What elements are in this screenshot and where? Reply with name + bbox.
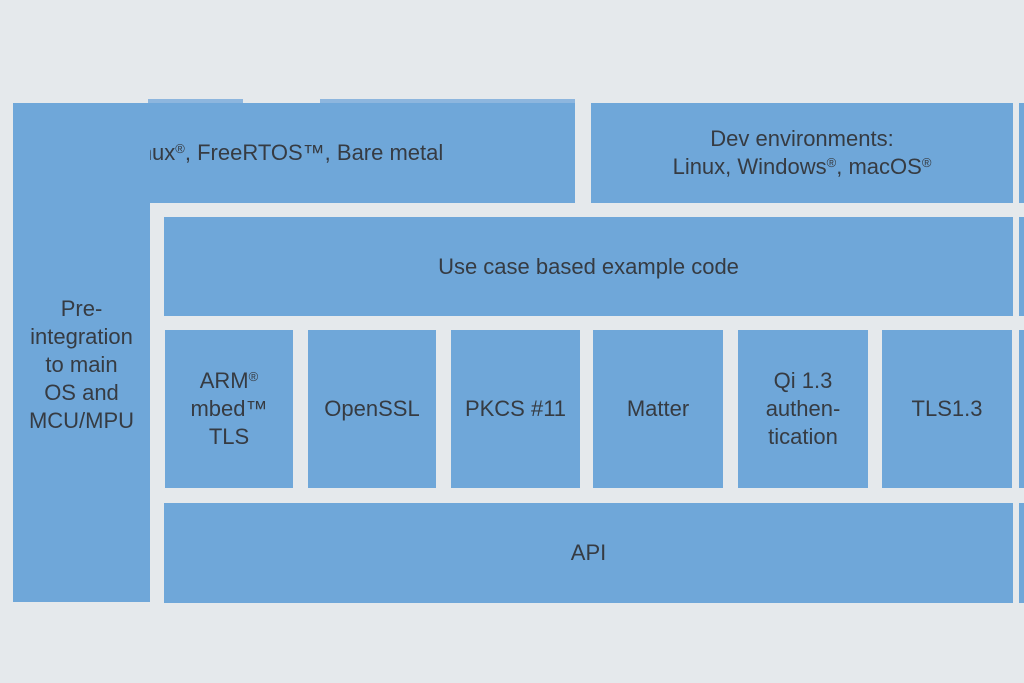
cropped-box-remnant-right-row2 [1019, 217, 1024, 316]
middleware-box-matter: Matter [593, 330, 723, 488]
middleware-box-pkcs11: PKCS #11 [451, 330, 580, 488]
middleware-label-qi-authentication: Qi 1.3 authen- tication [765, 368, 841, 449]
middleware-label-pkcs11: PKCS #11 [464, 396, 567, 421]
use-case-example-label: Use case based example code [438, 253, 739, 279]
middleware-box-arm-mbed-tls: ARM® mbed™ TLS [165, 330, 293, 488]
middleware-label-openssl: OpenSSL [324, 396, 420, 421]
dev-environments-label: Dev environments: Linux, Windows®, macOS… [672, 126, 932, 179]
pre-integration-box: Pre- integration to main OS and MCU/MPU [13, 103, 150, 602]
cropped-box-remnant-top-left [148, 99, 243, 103]
os-support-label: Linux®, FreeRTOS™, Bare metal [123, 140, 444, 165]
cropped-box-remnant-top-right [320, 99, 575, 103]
middleware-box-tls13: TLS1.3 [882, 330, 1012, 488]
pre-integration-label: Pre- integration to main OS and MCU/MPU [28, 295, 135, 433]
middleware-box-qi-authentication: Qi 1.3 authen- tication [738, 330, 868, 488]
middleware-label-arm-mbed-tls: ARM® mbed™ TLS [190, 368, 268, 449]
cropped-box-remnant-right-row3 [1019, 330, 1024, 488]
api-box: API [164, 503, 1013, 603]
middleware-box-openssl: OpenSSL [308, 330, 436, 488]
cropped-box-remnant-right-row1 [1019, 103, 1024, 203]
middleware-label-matter: Matter [626, 396, 690, 421]
api-label: API [570, 540, 607, 565]
use-case-example-box: Use case based example code [164, 217, 1013, 316]
middleware-label-tls13: TLS1.3 [911, 396, 983, 421]
cropped-box-remnant-right-row4 [1019, 503, 1024, 603]
dev-environments-box: Dev environments: Linux, Windows®, macOS… [591, 103, 1013, 203]
